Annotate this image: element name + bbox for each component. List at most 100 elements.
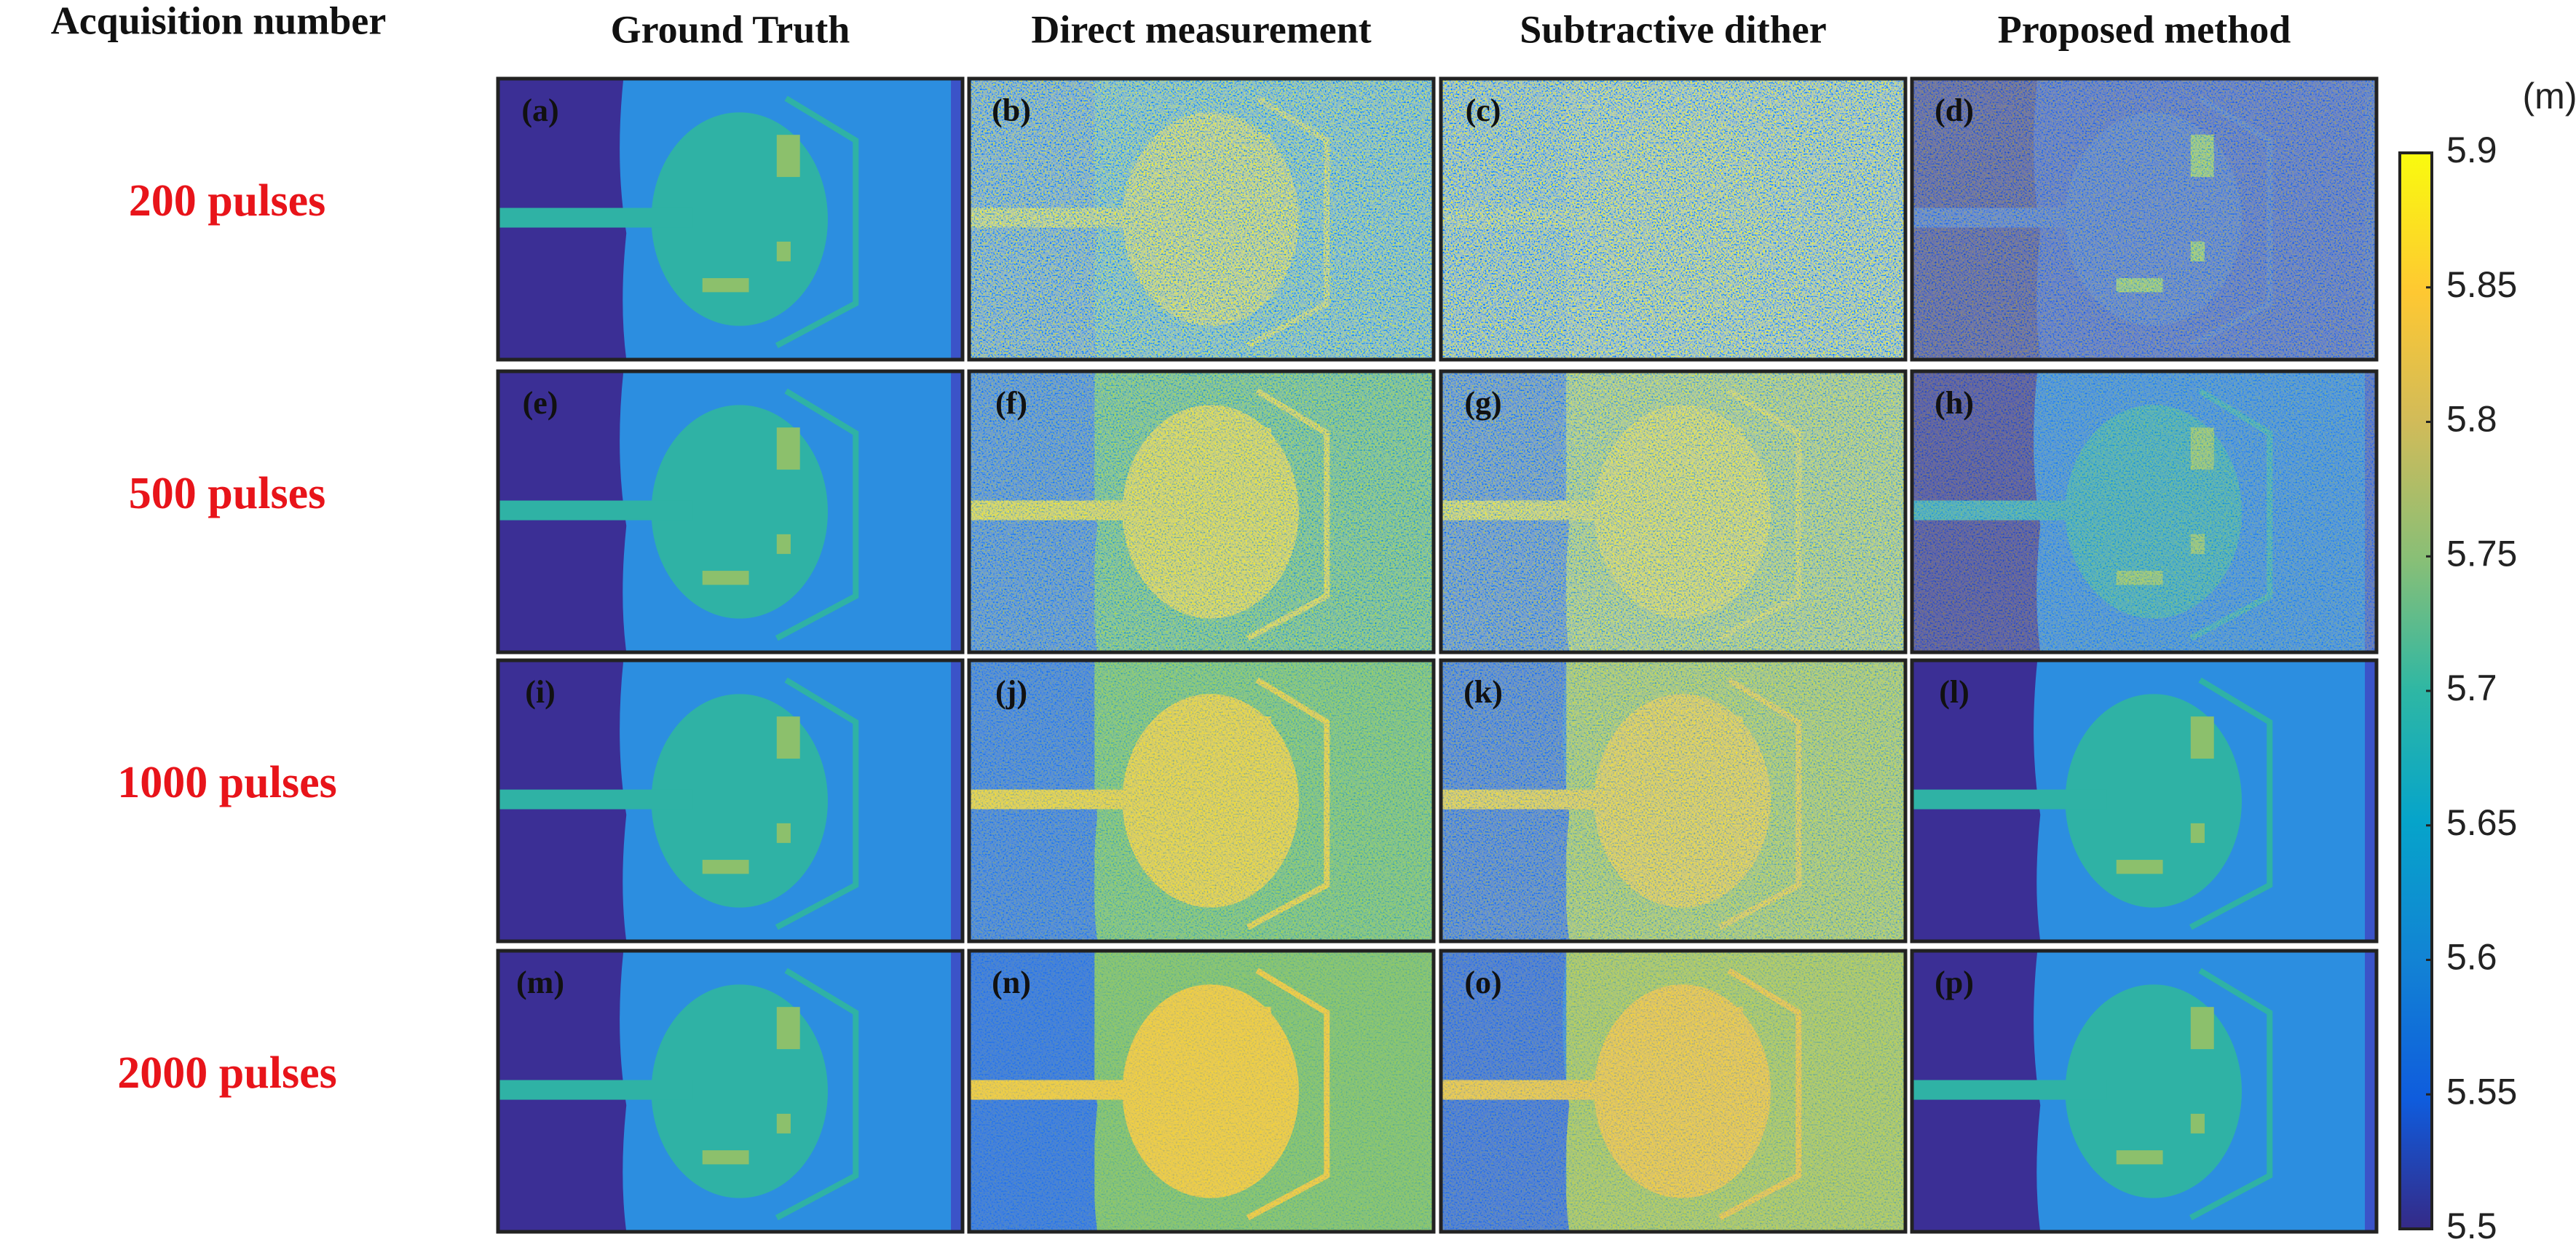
rod [1912,789,2107,810]
colorbar-unit: (m) [2523,76,2576,116]
probe [702,860,749,874]
colorbar-tick-label: 5.85 [2446,264,2517,305]
block [2190,823,2205,843]
panel-label: (g) [1464,385,1501,421]
panel-label: (l) [1939,674,1969,710]
depth-image [498,371,963,652]
panel-border [1439,658,1908,944]
depth-image [1441,371,1905,652]
block [776,241,791,261]
panel-border [967,369,1436,654]
depth-image [1441,79,1905,360]
panel-label: (n) [992,965,1031,1000]
probe [702,278,749,293]
block [776,534,791,554]
column-header: Proposed method [1998,7,2291,51]
depth-image [969,660,1434,941]
depth-image [498,660,963,941]
right-edge [2365,660,2377,941]
depth-image [1912,79,2377,360]
panel-border [496,949,965,1234]
panel-border [1910,76,2379,362]
right-edge [951,79,963,360]
depth-image [1912,371,2377,652]
right-edge [2365,951,2377,1232]
panel-border [967,76,1436,362]
panel-label: (a) [521,92,558,128]
right-edge [951,371,963,652]
frame [775,968,859,1221]
colorbar-tick-label: 5.7 [2446,668,2497,708]
block [776,823,791,843]
panel-label: (i) [525,674,556,710]
block [776,716,800,759]
rod [498,500,693,521]
panel-label: (h) [1935,385,1974,421]
noise [969,660,1434,941]
depth-image [1912,951,2377,1232]
right-edge [951,660,963,941]
noise [1441,79,1905,360]
probe [702,1150,749,1165]
panel-border [496,76,965,362]
panel-label: (k) [1463,674,1503,710]
column-header: Direct measurement [1031,7,1371,51]
panel-label: (o) [1464,965,1501,1000]
noise [969,371,1434,652]
noise [1912,79,2377,360]
frame [775,677,859,930]
row-label: 500 pulses [129,469,325,518]
depth-image [969,371,1434,652]
colorbar-tick-label: 5.55 [2446,1071,2517,1112]
frame [775,95,859,349]
depth-image [1912,660,2377,941]
block [776,1007,800,1050]
colorbar-tick-label: 5.75 [2446,533,2517,574]
panel-border [967,949,1436,1234]
block [2190,1007,2214,1050]
rod [498,207,693,228]
row-label: 200 pulses [129,176,325,226]
panel-label: (j) [995,674,1027,710]
column-header: Subtractive dither [1520,7,1826,51]
block [776,135,800,178]
frame [2189,677,2273,930]
row-label: 2000 pulses [117,1048,336,1098]
panel-border [967,658,1436,944]
panel-label: (d) [1935,92,1974,128]
noise [1441,951,1905,1232]
frame [775,388,859,641]
colorbar-tick-label: 5.5 [2446,1206,2497,1246]
panel-border [1439,949,1908,1234]
right-edge [951,951,963,1232]
probe [2116,860,2163,874]
panel-label: (p) [1935,965,1974,1000]
depth-image [1441,660,1905,941]
block [2190,716,2214,759]
frame [2189,968,2273,1221]
rod [498,789,693,810]
block [776,1113,791,1134]
rod [1912,1080,2107,1100]
depth-image [969,951,1434,1232]
colorbar-tick-label: 5.8 [2446,399,2497,440]
panel-border [1910,658,2379,944]
panel-border [1910,369,2379,654]
panel-label: (e) [523,385,558,421]
colorbar-tick-label: 5.6 [2446,937,2497,978]
noise [969,951,1434,1232]
panel-border [1439,76,1908,362]
panel-border [1439,369,1908,654]
panel-border [496,658,965,944]
noise [969,79,1434,360]
colorbar-tick-label: 5.65 [2446,802,2517,843]
panel-label: (c) [1466,92,1501,128]
noise [1441,371,1905,652]
panel-label: (m) [516,965,564,1000]
row-label: 1000 pulses [117,758,336,807]
column-header: Ground Truth [611,7,850,51]
colorbar-tick-label: 5.9 [2446,130,2497,170]
probe [702,571,749,585]
